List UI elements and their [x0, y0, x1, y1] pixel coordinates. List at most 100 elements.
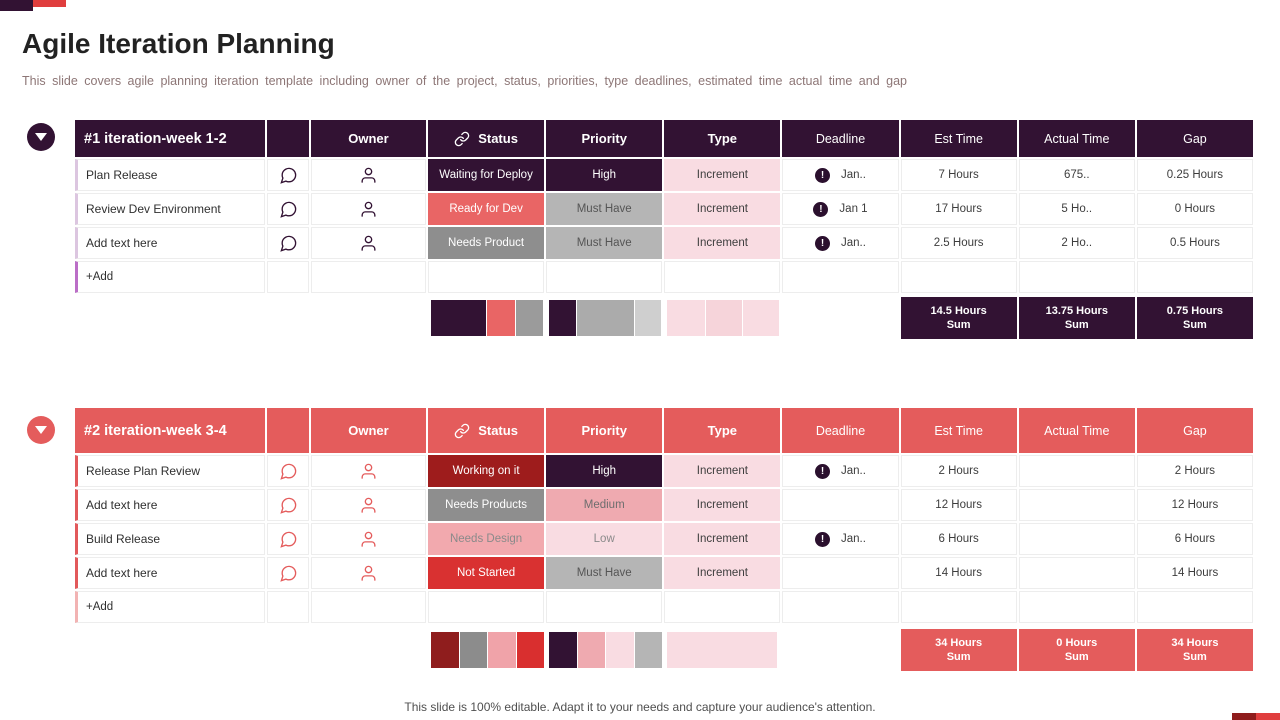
owner-cell[interactable]: [311, 227, 426, 259]
est-time-cell: 17 Hours: [900, 193, 1017, 225]
status-swatch: [431, 632, 459, 668]
type-distribution-bar: [664, 300, 780, 336]
comment-cell[interactable]: [267, 557, 309, 589]
type-chip[interactable]: Increment: [664, 455, 781, 487]
actual-time-cell: 5 Ho..: [1018, 193, 1135, 225]
table2-expand-button[interactable]: [27, 416, 55, 444]
type-chip[interactable]: Increment: [664, 227, 781, 259]
owner-cell[interactable]: [311, 557, 426, 589]
comment-cell[interactable]: [267, 227, 309, 259]
priority-swatch: [549, 300, 576, 336]
link-icon: [454, 423, 470, 438]
corner-decoration-red: [33, 0, 66, 7]
deadline-label: Jan..: [841, 465, 866, 477]
type-chip[interactable]: Increment: [664, 523, 781, 555]
add-row-button[interactable]: +Add: [75, 591, 265, 623]
status-swatch: [459, 632, 488, 668]
owner-cell[interactable]: [311, 193, 426, 225]
type-swatch: [667, 632, 778, 668]
comment-cell[interactable]: [267, 489, 309, 521]
triangle-down-icon: [35, 426, 47, 434]
empty-cell: [900, 591, 1017, 623]
sum-value: 34 Hours: [935, 636, 983, 649]
table2-actual-time-header: Actual Time: [1018, 408, 1135, 453]
owner-cell[interactable]: [311, 489, 426, 521]
actual-time-cell: 2 Ho..: [1018, 227, 1135, 259]
priority-swatch: [576, 300, 634, 336]
status-distribution-bar: [428, 300, 544, 336]
task-name: Add text here: [75, 557, 265, 589]
table2-gap-header: Gap: [1136, 408, 1253, 453]
table1-status-header: Status: [428, 120, 545, 157]
type-chip[interactable]: Increment: [664, 489, 781, 521]
actual-time-sum: 0 Hours Sum: [1018, 629, 1135, 671]
speech-bubble-icon: [279, 235, 296, 252]
owner-cell[interactable]: [311, 523, 426, 555]
page-subtitle: This slide covers agile planning iterati…: [22, 74, 907, 88]
table1-gap-header: Gap: [1136, 120, 1253, 157]
add-row-button[interactable]: +Add: [75, 261, 265, 293]
priority-chip[interactable]: Must Have: [546, 227, 663, 259]
owner-cell[interactable]: [311, 159, 426, 191]
gap-sum: 34 Hours Sum: [1136, 629, 1253, 671]
type-chip[interactable]: Increment: [664, 193, 781, 225]
deadline-cell: ! Jan..: [782, 159, 899, 191]
priority-swatch: [577, 632, 606, 668]
status-swatch: [515, 300, 544, 336]
status-chip[interactable]: Needs Products: [428, 489, 545, 521]
exclamation-icon: !: [815, 167, 831, 183]
speech-bubble-icon: [279, 201, 296, 218]
owner-cell[interactable]: [311, 455, 426, 487]
est-time-sum: 34 Hours Sum: [900, 629, 1017, 671]
priority-chip[interactable]: Must Have: [546, 193, 663, 225]
priority-chip[interactable]: Low: [546, 523, 663, 555]
priority-chip[interactable]: High: [546, 159, 663, 191]
actual-time-cell: [1018, 489, 1135, 521]
comment-cell[interactable]: [267, 193, 309, 225]
status-chip[interactable]: Working on it: [428, 455, 545, 487]
actual-time-cell: [1018, 455, 1135, 487]
priority-swatch: [549, 632, 577, 668]
sum-label: Sum: [1064, 651, 1089, 663]
gap-cell: 2 Hours: [1136, 455, 1253, 487]
type-chip[interactable]: Increment: [664, 159, 781, 191]
speech-bubble-icon: [279, 565, 296, 582]
person-icon: [361, 565, 376, 581]
editable-note: This slide is 100% editable. Adapt it to…: [404, 700, 876, 714]
empty-cell: [1018, 261, 1135, 293]
task-name: Build Release: [75, 523, 265, 555]
gap-cell: 14 Hours: [1136, 557, 1253, 589]
empty-cell: [546, 261, 663, 293]
sum-value: 0.75 Hours: [1166, 304, 1224, 317]
table1-summary-band: 14.5 Hours Sum 13.75 Hours Sum 0.75 Hour…: [75, 297, 1253, 339]
status-chip[interactable]: Not Started: [428, 557, 545, 589]
comment-cell[interactable]: [267, 523, 309, 555]
sum-label: Sum: [946, 651, 971, 663]
status-chip[interactable]: Needs Design: [428, 523, 545, 555]
table1-expand-button[interactable]: [27, 123, 55, 151]
status-header-label: Status: [478, 131, 518, 146]
type-distribution-bar: [664, 632, 780, 668]
actual-time-cell: [1018, 557, 1135, 589]
deadline-cell: ! Jan..: [782, 523, 899, 555]
priority-chip[interactable]: Must Have: [546, 557, 663, 589]
empty-cell: [900, 261, 1017, 293]
priority-chip[interactable]: High: [546, 455, 663, 487]
table1-owner-header: Owner: [311, 120, 426, 157]
status-chip[interactable]: Ready for Dev: [428, 193, 545, 225]
triangle-down-icon: [35, 133, 47, 141]
type-swatch: [705, 300, 743, 336]
status-chip[interactable]: Needs Product: [428, 227, 545, 259]
deadline-cell: ! Jan..: [782, 455, 899, 487]
status-chip[interactable]: Waiting for Deploy: [428, 159, 545, 191]
corner-decoration-dark: [0, 0, 33, 11]
gap-cell: 0.5 Hours: [1136, 227, 1253, 259]
sum-label: Sum: [1183, 319, 1207, 331]
comment-cell[interactable]: [267, 159, 309, 191]
est-time-cell: 7 Hours: [900, 159, 1017, 191]
comment-cell[interactable]: [267, 455, 309, 487]
person-icon: [361, 201, 376, 217]
priority-chip[interactable]: Medium: [546, 489, 663, 521]
table1-comment-column-header: [267, 120, 309, 157]
type-chip[interactable]: Increment: [664, 557, 781, 589]
